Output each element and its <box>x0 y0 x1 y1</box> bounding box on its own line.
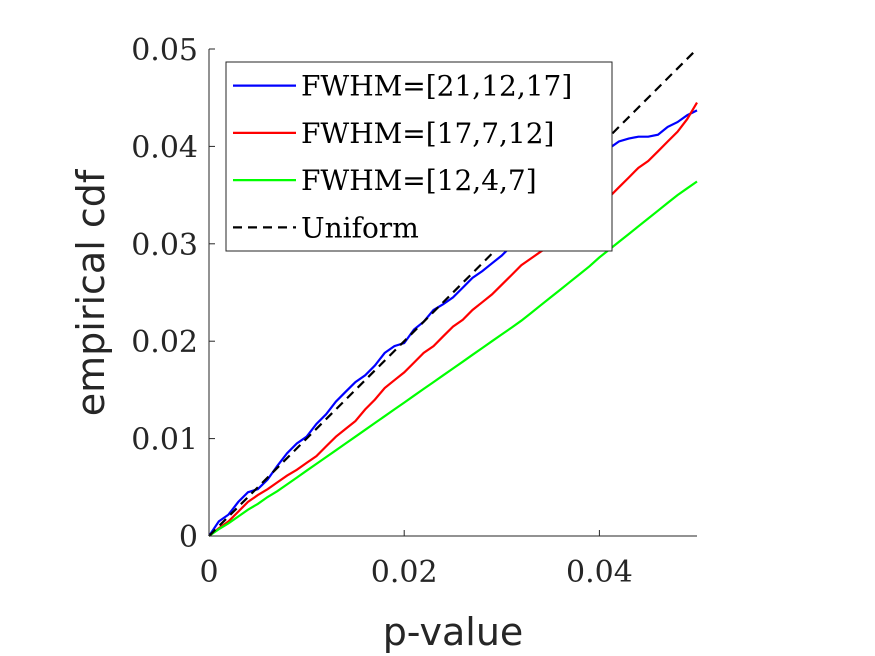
axes <box>208 49 697 537</box>
x-tick-label: 0.04 <box>566 555 633 590</box>
legend: FWHM=[21,12,17] FWHM=[17,7,12] FWHM=[12,4,… <box>225 61 613 252</box>
y-tick-label: 0.03 <box>131 228 198 263</box>
legend-label: FWHM=[21,12,17] <box>301 70 572 103</box>
y-tick-label: 0.01 <box>131 423 198 458</box>
legend-label: FWHM=[12,4,7] <box>301 164 537 197</box>
ticks: 0 0.02 0.04 0 0.01 0.02 0.03 0.04 0.05 <box>131 33 633 590</box>
x-tick-label: 0 <box>199 555 218 590</box>
x-axis-label: p-value <box>383 610 524 654</box>
y-axis-label: empirical cdf <box>69 168 113 416</box>
series-line-1 <box>208 102 698 537</box>
y-tick-label: 0 <box>179 520 198 555</box>
x-tick-label: 0.02 <box>371 555 438 590</box>
y-tick-label: 0.04 <box>131 130 198 165</box>
legend-label: FWHM=[17,7,12] <box>301 117 554 150</box>
series-line-0 <box>208 109 698 537</box>
plot-lines <box>208 48 698 537</box>
y-tick-label: 0.05 <box>131 33 198 68</box>
series-line-3 <box>208 48 698 537</box>
series-line-2 <box>208 180 698 537</box>
y-tick-label: 0.02 <box>131 325 198 360</box>
legend-label: Uniform <box>301 211 419 244</box>
legend-box <box>225 61 613 252</box>
